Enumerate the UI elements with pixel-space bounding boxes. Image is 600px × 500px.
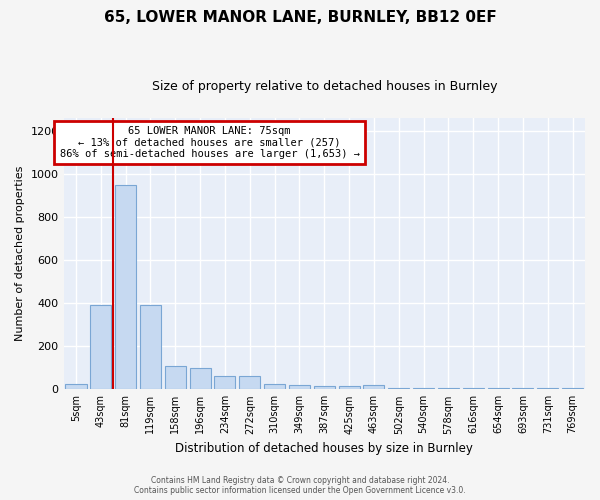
Bar <box>90 306 112 390</box>
Bar <box>264 384 285 390</box>
Bar <box>413 388 434 390</box>
Text: 65, LOWER MANOR LANE, BURNLEY, BB12 0EF: 65, LOWER MANOR LANE, BURNLEY, BB12 0EF <box>104 10 496 25</box>
Bar <box>562 388 583 390</box>
Bar <box>115 184 136 390</box>
Bar <box>65 384 86 390</box>
Bar <box>190 368 211 390</box>
Y-axis label: Number of detached properties: Number of detached properties <box>15 166 25 341</box>
Bar <box>537 388 559 390</box>
Bar <box>438 388 459 390</box>
X-axis label: Distribution of detached houses by size in Burnley: Distribution of detached houses by size … <box>175 442 473 455</box>
Bar <box>338 386 359 390</box>
Bar <box>364 385 385 390</box>
Bar <box>488 388 509 390</box>
Bar <box>165 366 186 390</box>
Text: Contains HM Land Registry data © Crown copyright and database right 2024.
Contai: Contains HM Land Registry data © Crown c… <box>134 476 466 495</box>
Bar <box>214 376 235 390</box>
Bar <box>388 388 409 390</box>
Bar <box>512 388 533 390</box>
Bar <box>289 385 310 390</box>
Bar <box>463 388 484 390</box>
Bar <box>314 386 335 390</box>
Text: 65 LOWER MANOR LANE: 75sqm
← 13% of detached houses are smaller (257)
86% of sem: 65 LOWER MANOR LANE: 75sqm ← 13% of deta… <box>59 126 359 159</box>
Bar <box>140 306 161 390</box>
Bar <box>239 376 260 390</box>
Title: Size of property relative to detached houses in Burnley: Size of property relative to detached ho… <box>152 80 497 93</box>
